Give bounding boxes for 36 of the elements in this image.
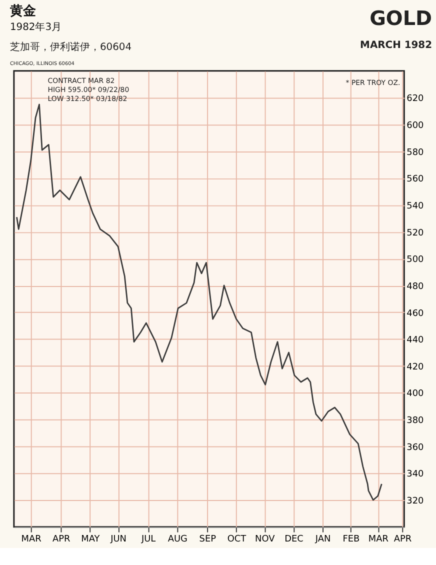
text: GOLD: [370, 7, 432, 30]
y-tick-label: 500: [406, 255, 424, 266]
x-tick-label: AUG: [168, 534, 188, 544]
y-tick-label: 440: [406, 336, 424, 346]
y-tick-label: 400: [406, 389, 424, 400]
chart-subtitle: 1982年3月: [10, 21, 62, 34]
x-tick-label: JAN: [314, 534, 331, 544]
x-tick-label: JUL: [140, 534, 156, 544]
y-tick-label: 560: [406, 174, 424, 185]
x-tick-label: MAR: [21, 534, 42, 544]
y-tick-label: 420: [406, 362, 424, 372]
x-tick-label: DEC: [284, 534, 304, 544]
y-tick-label: 620: [406, 94, 424, 104]
y-tick-label: 320: [406, 496, 424, 507]
y-tick-label: 600: [406, 121, 424, 132]
y-tick-label: 460: [406, 308, 424, 319]
text: 芝加哥，伊利诺伊，60604: [10, 41, 132, 54]
y-tick-label: 520: [406, 228, 424, 238]
line-series: [16, 104, 382, 501]
chart-title: 黄金: [8, 4, 37, 20]
x-tick-label: MAR: [368, 534, 388, 544]
y-tick-label: 540: [406, 202, 424, 212]
y-tick-label: 580: [406, 148, 424, 158]
x-tick-label: MAY: [81, 534, 100, 544]
x-tick-label: FEB: [342, 534, 360, 544]
y-tick-label: 480: [406, 282, 424, 292]
y-tick-label: 340: [406, 470, 424, 480]
y-tick-label: 360: [406, 442, 424, 453]
x-tick-label: APR: [52, 534, 70, 544]
x-tick-label: SEP: [199, 534, 217, 544]
y-tick-label: 380: [406, 416, 424, 426]
x-tick-label: APR: [394, 534, 412, 544]
text: MARCH 1982: [360, 40, 432, 52]
x-tick-label: OCT: [227, 534, 247, 544]
x-tick-label: JUN: [110, 534, 126, 544]
x-tick-label: NOV: [255, 534, 276, 544]
